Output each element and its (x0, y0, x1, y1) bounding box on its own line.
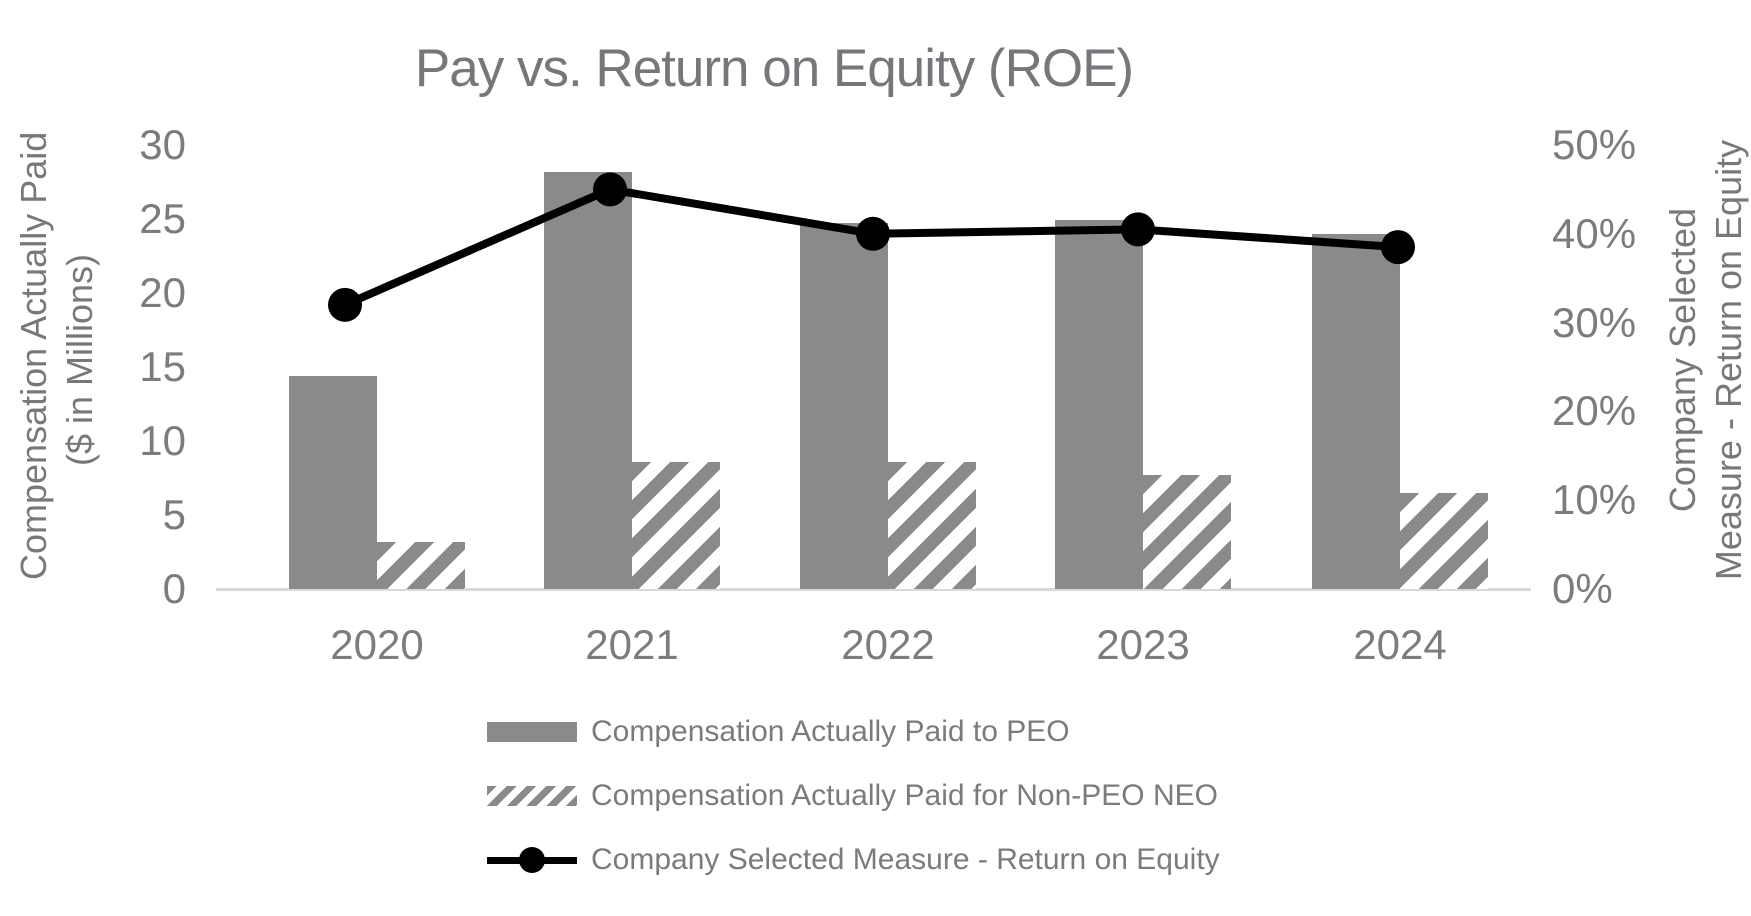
bar-peo-2022 (800, 223, 888, 589)
bar-peo-2024 (1312, 233, 1400, 589)
right-axis-tick-20pct: 20% (1552, 387, 1637, 435)
legend-item-1: Compensation Actually Paid for Non-PEO N… (487, 774, 1218, 818)
right-axis-title-line1: Company Selected (1662, 207, 1703, 513)
x-axis-label-2024: 2024 (1353, 621, 1447, 668)
bar-nonpeo-2023 (1143, 475, 1231, 589)
legend-swatch-line-marker (487, 846, 577, 873)
bar-nonpeo-2022 (888, 461, 976, 589)
left-axis-tick-20: 20 (139, 269, 186, 316)
x-axis-label-2023: 2023 (1096, 621, 1190, 668)
right-axis-tick-0pct: 0% (1552, 565, 1613, 612)
bar-peo-2020 (289, 375, 377, 589)
x-axis-label-2022: 2022 (841, 621, 935, 668)
legend-item-0: Compensation Actually Paid to PEO (487, 710, 1070, 754)
x-axis-label-2021: 2021 (585, 621, 679, 668)
bar-nonpeo-2020 (377, 541, 465, 589)
legend-label: Company Selected Measure - Return on Equ… (591, 843, 1220, 876)
right-axis-tick-10pct: 10% (1552, 476, 1637, 524)
legend-swatch-solid-bar (487, 722, 577, 742)
left-axis-tick-10: 10 (139, 417, 186, 464)
chart-title: Pay vs. Return on Equity (ROE) (414, 39, 1134, 98)
right-axis-title-line2: Measure - Return on Equity (1708, 139, 1749, 581)
x-axis-baseline (216, 588, 1531, 591)
left-axis-title-line1: Compensation Actually Paid (13, 131, 54, 580)
roe-marker-2020 (328, 287, 362, 322)
bar-nonpeo-2024 (1400, 492, 1488, 589)
bar-peo-2021 (544, 171, 632, 589)
x-axis-label-2020: 2020 (330, 621, 424, 668)
right-axis-tick-30pct: 30% (1552, 298, 1637, 346)
legend-label: Compensation Actually Paid for Non-PEO N… (591, 779, 1218, 812)
legend-label: Compensation Actually Paid to PEO (591, 715, 1070, 748)
right-axis-tick-50pct: 50% (1552, 121, 1637, 168)
legend-swatch-hatched-bar (487, 786, 577, 806)
bar-nonpeo-2021 (632, 461, 720, 589)
left-axis-tick-30: 30 (139, 121, 186, 168)
left-axis-tick-15: 15 (139, 343, 186, 390)
legend-marker-dot (519, 846, 545, 873)
right-axis-title: Company Selected Measure - Return on Equ… (1660, 100, 1751, 620)
left-axis-tick-0: 0 (162, 565, 186, 612)
legend-item-2: Company Selected Measure - Return on Equ… (487, 838, 1220, 882)
bar-peo-2023 (1055, 220, 1143, 589)
left-axis-tick-25: 25 (139, 195, 186, 242)
right-axis-tick-40pct: 40% (1552, 209, 1637, 257)
left-axis-tick-5: 5 (162, 491, 186, 538)
